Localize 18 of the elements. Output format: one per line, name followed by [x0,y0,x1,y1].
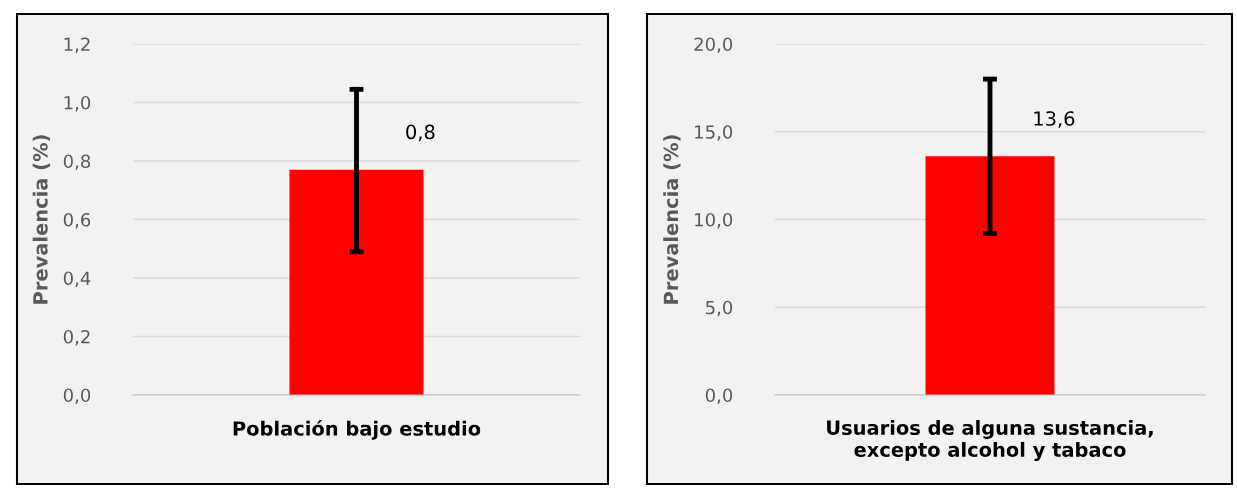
y-axis-title: Prevalencia (%) [663,135,681,304]
x-tick-label: Población bajo estudio [233,420,481,440]
y-tick-label: 10,0 [695,212,733,229]
y-tick-label: 0,0 [63,388,91,404]
y-tick-label: 0,0 [705,388,733,404]
y-tick-label: 1,2 [64,37,90,53]
y-tick-label: 0,6 [63,212,91,229]
y-tick-label: 0,2 [63,329,90,346]
y-tick-label: 20,0 [694,37,733,53]
y-tick-label: 5,0 [706,300,733,317]
data-label: 0,8 [406,124,435,142]
y-axis-title: Prevalencia (%) [32,135,51,304]
y-tick-label: 0,4 [63,271,91,287]
y-tick-label: 1,0 [64,95,91,112]
x-tick-label: Usuarios de alguna sustancia, excepto alcohol y tabaco [827,420,1153,461]
y-tick-label: 0,8 [63,154,91,170]
y-tick-label: 15,0 [695,125,733,141]
data-label: 13,6 [1034,111,1075,128]
